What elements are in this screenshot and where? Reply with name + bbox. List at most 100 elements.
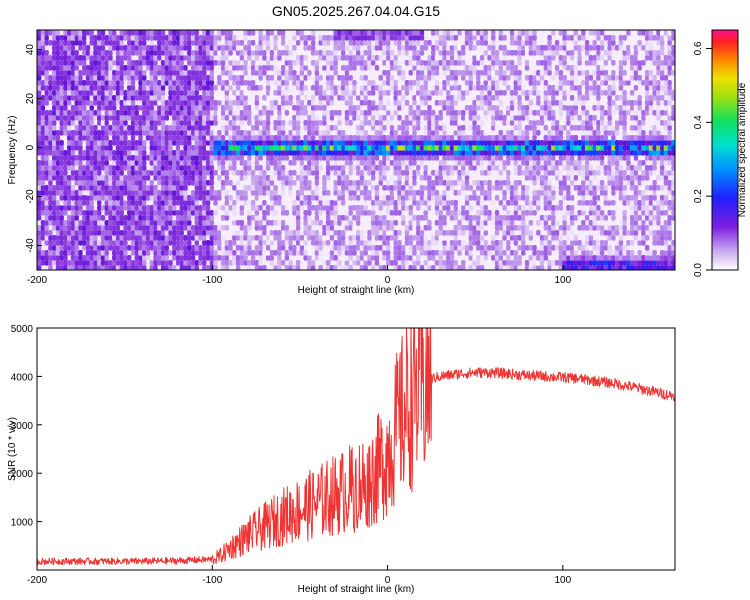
- spectrogram-cell: [250, 80, 256, 86]
- spectrogram-cell: [250, 60, 256, 66]
- spectrogram-cell: [149, 70, 154, 76]
- spectrogram-cell: [157, 255, 162, 261]
- spectrogram-cell: [168, 105, 173, 111]
- spectrogram-cell: [239, 240, 245, 246]
- spectrogram-cell: [179, 120, 184, 126]
- spectrogram-cell: [138, 120, 143, 126]
- spectrogram-cell: [130, 195, 136, 201]
- spectrogram-cell: [322, 90, 327, 96]
- spectrogram-cell: [491, 35, 496, 41]
- spectrogram-cell: [59, 55, 64, 61]
- spectrogram-cell: [340, 30, 346, 36]
- spectrogram-cell: [187, 40, 192, 46]
- spectrogram-cell: [183, 125, 188, 131]
- spectrogram-cell: [130, 135, 136, 141]
- spectrogram-cell: [427, 185, 432, 191]
- spectrogram-cell: [479, 135, 485, 141]
- spectrogram-cell: [123, 205, 128, 211]
- spectrogram-cell: [160, 170, 166, 176]
- spectrogram-cell: [378, 170, 383, 176]
- spectrogram-cell: [464, 215, 470, 221]
- spectrogram-cell: [483, 95, 488, 101]
- spectrogram-cell: [434, 195, 440, 201]
- spectrogram-cell: [483, 170, 488, 176]
- spectrogram-cell: [127, 105, 132, 111]
- spectrogram-cell: [446, 35, 451, 41]
- spectrogram-cell: [123, 100, 128, 106]
- spectrogram-cell: [494, 160, 500, 166]
- spectrogram-cell: [498, 170, 503, 176]
- spectrogram-cell: [472, 60, 477, 66]
- spectrogram-cell: [138, 250, 143, 256]
- spectrogram-cell: [100, 120, 106, 126]
- spectrogram-cell: [48, 135, 53, 141]
- spectrogram-cell: [44, 130, 49, 136]
- spectrogram-cell: [487, 55, 492, 61]
- spectrogram-cell: [273, 160, 278, 166]
- spectrogram-cell: [172, 205, 177, 211]
- spectrogram-cell: [539, 215, 545, 221]
- spectrogram-cell: [521, 210, 526, 216]
- spectrogram-cell: [168, 90, 173, 96]
- spectrogram-cell: [371, 30, 376, 36]
- spectrogram-cell: [337, 245, 342, 251]
- spectrogram-cell: [104, 95, 109, 101]
- spectrogram-cell: [348, 170, 353, 176]
- spectrogram-cell: [389, 165, 395, 171]
- spectrogram-cell: [513, 95, 518, 101]
- spectrogram-cell: [468, 230, 473, 236]
- spectrogram-cell: [348, 110, 353, 116]
- spectrogram-cell: [532, 160, 537, 166]
- spectrogram-cell: [67, 95, 72, 101]
- spectrogram-cell: [431, 215, 436, 221]
- spectrogram-cell: [127, 245, 132, 251]
- spectrogram-cell: [374, 150, 380, 156]
- spectrogram-cell: [78, 225, 83, 231]
- spectrogram-cell: [48, 130, 53, 136]
- spectrogram-cell: [322, 190, 327, 196]
- spectrogram-cell: [371, 135, 376, 141]
- spectrogram-cell: [59, 155, 64, 161]
- spectrogram-cell: [419, 35, 425, 41]
- spectrogram-cell: [536, 60, 541, 66]
- spectrogram-cell: [44, 150, 49, 156]
- spectrogram-cell: [461, 155, 466, 161]
- spectrogram-cell: [243, 185, 248, 191]
- spectrogram-cell: [442, 180, 447, 186]
- spectrogram-cell: [325, 140, 331, 146]
- spectrogram-cell: [153, 195, 158, 201]
- spectrogram-cell: [59, 205, 64, 211]
- spectrogram-cell: [175, 260, 181, 266]
- spectrogram-cell: [310, 160, 316, 166]
- spectrogram-cell: [333, 80, 338, 86]
- spectrogram-cell: [85, 260, 91, 266]
- spectrogram-cell: [404, 180, 410, 186]
- spectrogram-cell: [386, 105, 391, 111]
- spectrogram-cell: [202, 60, 207, 66]
- spectrogram-cell: [494, 185, 500, 191]
- spectrogram-cell: [123, 160, 128, 166]
- spectrogram-cell: [325, 170, 331, 176]
- spectrogram-cell: [401, 260, 406, 266]
- spectrogram-cell: [318, 95, 323, 101]
- spectrogram-cell: [427, 155, 432, 161]
- spectrogram-cell: [333, 195, 338, 201]
- spectrogram-cell: [277, 40, 282, 46]
- spectrogram-cell: [183, 90, 188, 96]
- spectrogram-cell: [127, 215, 132, 221]
- spectrogram-cell: [280, 165, 286, 171]
- spectrogram-cell: [284, 90, 290, 96]
- spectrogram-cell: [532, 145, 537, 151]
- spectrogram-cell: [104, 85, 109, 91]
- spectrogram-cell: [412, 170, 417, 176]
- spectrogram-cell: [423, 250, 428, 256]
- spectrogram-cell: [513, 110, 518, 116]
- spectrogram-cell: [183, 225, 188, 231]
- spectrogram-cell: [127, 165, 132, 171]
- spectrogram-cell: [524, 115, 530, 121]
- spectrogram-cell: [427, 65, 432, 71]
- spectrogram-cell: [464, 105, 470, 111]
- spectrogram-cell: [48, 220, 53, 226]
- spectrogram-cell: [67, 160, 72, 166]
- spectrogram-cell: [187, 195, 192, 201]
